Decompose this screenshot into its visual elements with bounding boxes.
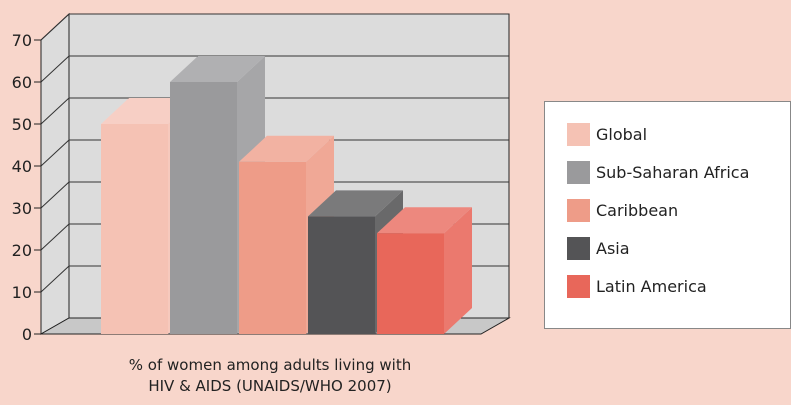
legend-item: Caribbean: [567, 198, 678, 222]
legend-swatch: [567, 160, 590, 184]
legend-label: Asia: [596, 238, 630, 258]
bar-front: [377, 233, 444, 334]
y-tick-label: 10: [12, 283, 32, 302]
bar-front: [308, 216, 375, 334]
x-axis-caption-line-2: HIV & AIDS (UNAIDS/WHO 2007): [148, 377, 391, 395]
bar-front: [239, 161, 306, 334]
bar-top: [308, 190, 403, 217]
x-axis-caption-line-1: % of women among adults living with: [129, 356, 411, 374]
legend-label: Sub-Saharan Africa: [596, 162, 750, 182]
gridline: [40, 55, 509, 83]
legend-label: Caribbean: [596, 200, 679, 220]
gridline: [40, 139, 509, 167]
legend-swatch: [567, 274, 590, 298]
legend-item: Latin America: [567, 274, 707, 298]
legend-item: Global: [567, 122, 647, 146]
y-tick-label: 70: [12, 31, 32, 50]
bar-front: [170, 82, 237, 334]
gridline: [40, 13, 509, 41]
y-tick-label: 60: [12, 73, 32, 92]
legend-label: Latin America: [596, 276, 707, 296]
bar-side: [444, 207, 472, 334]
plot-side-wall: [40, 12, 70, 335]
legend-swatch: [567, 122, 590, 146]
y-tick-label: 50: [12, 115, 32, 134]
legend-swatch: [567, 198, 590, 222]
legend-item: Sub-Saharan Africa: [567, 160, 749, 184]
bar-top: [377, 207, 472, 234]
legend-label: Global: [596, 124, 648, 144]
gridline: [40, 181, 509, 209]
y-tick-label: 30: [12, 199, 32, 218]
legend-swatch: [567, 236, 590, 260]
bar: [377, 207, 472, 334]
legend: Global Sub-Saharan Africa Caribbean Asia Lat…: [544, 101, 791, 329]
y-tick-label: 40: [12, 157, 32, 176]
bar-top: [170, 56, 265, 82]
bar-top: [239, 135, 334, 162]
y-tick-label: 20: [12, 241, 32, 260]
bar-front: [101, 124, 168, 334]
y-tick-label: 0: [22, 325, 32, 344]
legend-item: Asia: [567, 236, 630, 260]
gridline: [40, 97, 509, 125]
